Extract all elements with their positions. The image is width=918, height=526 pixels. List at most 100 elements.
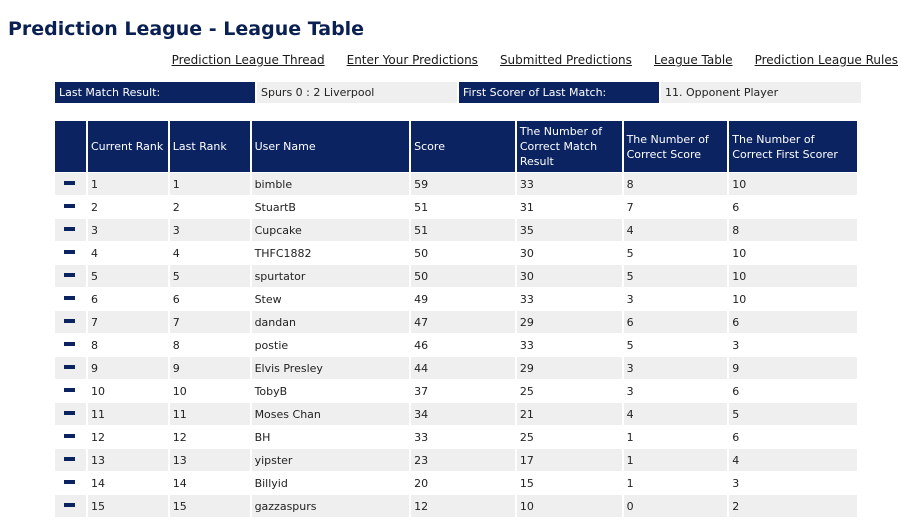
correct-score-cell: 8 xyxy=(623,173,728,196)
minus-icon xyxy=(64,410,75,415)
last-rank-cell: 15 xyxy=(169,495,250,518)
minus-icon xyxy=(64,249,75,254)
trend-cell xyxy=(55,242,86,265)
last-match-value: Spurs 0 : 2 Liverpool xyxy=(257,82,457,103)
correct-match-result-cell: 17 xyxy=(516,449,622,472)
correct-match-result-cell: 33 xyxy=(516,334,622,357)
last-rank-cell: 12 xyxy=(169,426,250,449)
correct-score-cell: 3 xyxy=(623,357,728,380)
col-header-correct-match-result: The Number of Correct Match Result xyxy=(516,121,622,173)
col-header-trend xyxy=(55,121,86,173)
nav-link-prediction-league-thread[interactable]: Prediction League Thread xyxy=(171,53,325,67)
table-row: 1 1 bimble 59 33 8 10 xyxy=(55,173,857,196)
trend-cell xyxy=(55,173,86,196)
user-name-cell: bimble xyxy=(251,173,410,196)
current-rank-cell: 3 xyxy=(87,219,168,242)
score-cell: 46 xyxy=(411,334,515,357)
correct-first-scorer-cell: 10 xyxy=(729,173,857,196)
minus-icon xyxy=(64,318,75,323)
score-cell: 59 xyxy=(411,173,515,196)
table-row: 4 4 THFC1882 50 30 5 10 xyxy=(55,242,857,265)
correct-match-result-cell: 31 xyxy=(516,196,622,219)
correct-score-cell: 3 xyxy=(623,380,728,403)
table-row: 10 10 TobyB 37 25 3 6 xyxy=(55,380,857,403)
correct-first-scorer-cell: 5 xyxy=(729,403,857,426)
current-rank-cell: 1 xyxy=(87,173,168,196)
correct-first-scorer-cell: 8 xyxy=(729,219,857,242)
user-name-cell: yipster xyxy=(251,449,410,472)
correct-score-cell: 0 xyxy=(623,495,728,518)
correct-first-scorer-cell: 10 xyxy=(729,288,857,311)
table-header-row: Current Rank Last Rank User Name Score T… xyxy=(55,121,857,173)
score-cell: 37 xyxy=(411,380,515,403)
current-rank-cell: 10 xyxy=(87,380,168,403)
correct-score-cell: 4 xyxy=(623,219,728,242)
correct-match-result-cell: 25 xyxy=(516,380,622,403)
minus-icon xyxy=(64,341,75,346)
current-rank-cell: 6 xyxy=(87,288,168,311)
last-rank-cell: 6 xyxy=(169,288,250,311)
minus-icon xyxy=(64,387,75,392)
minus-icon xyxy=(64,502,75,507)
trend-cell xyxy=(55,426,86,449)
trend-cell xyxy=(55,219,86,242)
current-rank-cell: 8 xyxy=(87,334,168,357)
last-rank-cell: 2 xyxy=(169,196,250,219)
last-rank-cell: 4 xyxy=(169,242,250,265)
correct-match-result-cell: 30 xyxy=(516,242,622,265)
correct-score-cell: 5 xyxy=(623,334,728,357)
trend-cell xyxy=(55,449,86,472)
first-scorer-value: 11. Opponent Player xyxy=(661,82,861,103)
first-scorer-label: First Scorer of Last Match: xyxy=(459,82,659,103)
last-rank-cell: 13 xyxy=(169,449,250,472)
col-header-score: Score xyxy=(411,121,515,173)
trend-cell xyxy=(55,357,86,380)
current-rank-cell: 5 xyxy=(87,265,168,288)
table-row: 9 9 Elvis Presley 44 29 3 9 xyxy=(55,357,857,380)
col-header-last-rank: Last Rank xyxy=(169,121,250,173)
trend-cell xyxy=(55,380,86,403)
current-rank-cell: 14 xyxy=(87,472,168,495)
last-rank-cell: 10 xyxy=(169,380,250,403)
correct-match-result-cell: 21 xyxy=(516,403,622,426)
current-rank-cell: 15 xyxy=(87,495,168,518)
trend-cell xyxy=(55,311,86,334)
current-rank-cell: 7 xyxy=(87,311,168,334)
score-cell: 44 xyxy=(411,357,515,380)
col-header-correct-first-scorer: The Number of Correct First Scorer xyxy=(729,121,857,173)
user-name-cell: StuartB xyxy=(251,196,410,219)
table-row: 13 13 yipster 23 17 1 4 xyxy=(55,449,857,472)
minus-icon xyxy=(64,203,75,208)
last-match-info-bar: Last Match Result: Spurs 0 : 2 Liverpool… xyxy=(55,82,861,103)
correct-match-result-cell: 33 xyxy=(516,173,622,196)
score-cell: 34 xyxy=(411,403,515,426)
minus-icon xyxy=(64,364,75,369)
correct-score-cell: 5 xyxy=(623,265,728,288)
col-header-correct-score: The Number of Correct Score xyxy=(623,121,728,173)
minus-icon xyxy=(64,272,75,277)
minus-icon xyxy=(64,433,75,438)
last-rank-cell: 9 xyxy=(169,357,250,380)
correct-match-result-cell: 29 xyxy=(516,357,622,380)
nav-link-enter-your-predictions[interactable]: Enter Your Predictions xyxy=(346,53,478,67)
current-rank-cell: 9 xyxy=(87,357,168,380)
last-match-label: Last Match Result: xyxy=(55,82,255,103)
correct-match-result-cell: 15 xyxy=(516,472,622,495)
correct-first-scorer-cell: 4 xyxy=(729,449,857,472)
league-table: Current Rank Last Rank User Name Score T… xyxy=(53,121,859,518)
nav-link-submitted-predictions[interactable]: Submitted Predictions xyxy=(499,53,632,67)
nav-link-league-table[interactable]: League Table xyxy=(653,53,733,67)
nav-link-prediction-league-rules[interactable]: Prediction League Rules xyxy=(754,53,898,67)
correct-first-scorer-cell: 6 xyxy=(729,426,857,449)
score-cell: 33 xyxy=(411,426,515,449)
table-row: 8 8 postie 46 33 5 3 xyxy=(55,334,857,357)
last-rank-cell: 11 xyxy=(169,403,250,426)
user-name-cell: BH xyxy=(251,426,410,449)
score-cell: 51 xyxy=(411,219,515,242)
user-name-cell: dandan xyxy=(251,311,410,334)
correct-match-result-cell: 30 xyxy=(516,265,622,288)
correct-first-scorer-cell: 10 xyxy=(729,265,857,288)
correct-match-result-cell: 10 xyxy=(516,495,622,518)
user-name-cell: spurtator xyxy=(251,265,410,288)
trend-cell xyxy=(55,288,86,311)
